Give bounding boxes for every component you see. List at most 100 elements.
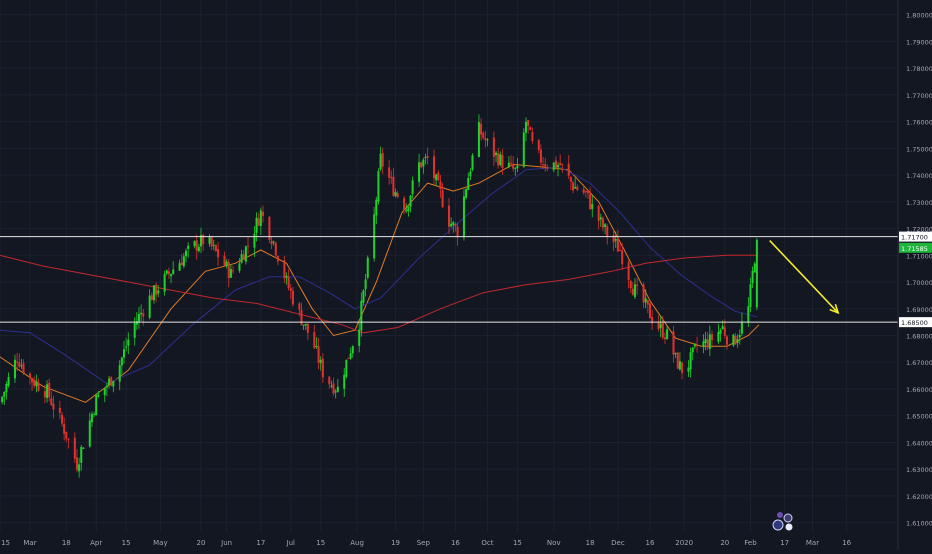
y-tick-label: 1.79000	[906, 38, 932, 46]
y-tick-label: 1.73000	[906, 199, 932, 207]
x-tick-label: Oct	[481, 539, 493, 547]
candle-body	[509, 162, 513, 164]
candle-body	[182, 256, 185, 267]
candle-body	[274, 242, 277, 256]
event-icon[interactable]	[772, 519, 784, 531]
candle-body	[46, 384, 49, 398]
candle-body	[199, 235, 202, 247]
price-badges: 1.71700 1.68500 1.71585	[899, 231, 932, 328]
candle-body	[586, 191, 589, 194]
candle-body	[552, 162, 555, 171]
candle-body	[50, 398, 53, 405]
y-tick-label: 1.72000	[906, 226, 932, 234]
event-icon[interactable]	[785, 523, 793, 531]
candle-body	[687, 367, 690, 372]
candle-body	[317, 346, 320, 363]
candle-body	[719, 330, 722, 334]
candle-body	[676, 352, 679, 369]
candle-body	[567, 163, 570, 176]
candle-body	[614, 238, 617, 241]
candle-body	[73, 437, 76, 459]
candle-body	[108, 378, 111, 386]
candle-body	[261, 211, 265, 216]
candle-body	[22, 363, 25, 373]
candle-body	[31, 378, 34, 383]
candle-body	[163, 274, 166, 292]
candle-body	[542, 164, 545, 166]
candle-body	[180, 262, 183, 266]
arrow-shaft[interactable]	[769, 240, 839, 314]
event-icon[interactable]	[783, 513, 793, 523]
candle-body	[597, 205, 600, 221]
candle-body	[657, 321, 660, 330]
candle-body	[5, 383, 8, 393]
candle-body	[659, 323, 662, 329]
candle-body	[736, 339, 739, 343]
candle-body	[289, 288, 292, 291]
candle-body	[477, 122, 480, 157]
x-tick-label: 18	[62, 539, 71, 547]
candle-body	[3, 391, 6, 397]
candle-body	[63, 423, 66, 434]
x-tick-label: 16	[842, 539, 851, 547]
candle-body	[708, 334, 711, 349]
candle-body	[751, 270, 754, 284]
candle-body	[90, 414, 93, 423]
x-tick-label: 19	[391, 539, 400, 547]
candle-body	[75, 457, 78, 470]
candle-body	[167, 271, 170, 275]
y-tick-label: 1.69000	[906, 306, 932, 314]
candle-body	[122, 349, 126, 358]
event-markers[interactable]	[772, 512, 793, 531]
x-tick-label: Jun	[220, 539, 232, 547]
y-tick-label: 1.66000	[906, 386, 932, 394]
candle-body	[313, 332, 316, 349]
candle-body	[93, 413, 96, 415]
candle-body	[672, 331, 675, 355]
candle-body	[497, 153, 500, 166]
event-icon[interactable]	[777, 512, 783, 518]
candle-body	[202, 234, 205, 245]
candle-body	[110, 377, 113, 386]
candle-body	[696, 345, 699, 347]
price-axis[interactable]: 1.80000 1.79000 1.78000 1.77000 1.76000 1.750…	[906, 12, 932, 528]
candle-body	[178, 263, 181, 271]
horizontal-levels[interactable]	[0, 236, 898, 323]
arrow-head	[829, 303, 840, 315]
candle-body	[20, 365, 23, 367]
candle-body	[240, 254, 243, 263]
trend-arrow[interactable]	[769, 240, 840, 315]
candle-body	[749, 284, 752, 308]
candle-body	[452, 222, 455, 226]
candle-body	[125, 346, 128, 348]
candle-body	[437, 172, 440, 181]
candle-body	[636, 284, 639, 286]
candle-body	[67, 438, 70, 440]
candle-body	[227, 262, 230, 279]
candle-body	[514, 167, 517, 169]
candle-body	[351, 346, 354, 354]
candle-body	[499, 154, 502, 166]
candle-body	[155, 284, 158, 296]
candle-body	[187, 245, 190, 249]
candle-body	[78, 464, 81, 472]
candle-body	[58, 407, 61, 413]
candle-body	[411, 180, 414, 194]
time-axis[interactable]: 15 Mar 18 Apr 15 May 20 Jun 17 Jul 15 Aug 19 Sep 16 Oct…	[1, 539, 852, 547]
y-tick-label: 1.70000	[906, 279, 932, 287]
candle-body	[447, 205, 451, 227]
candle-body	[450, 223, 453, 227]
candle-body	[501, 154, 504, 168]
candle-body	[740, 321, 743, 334]
candle-body	[33, 380, 36, 386]
candle-body	[704, 338, 707, 344]
candle-body	[285, 275, 288, 278]
candle-body	[7, 377, 10, 386]
level-price-badge	[899, 317, 932, 328]
candle-body	[725, 336, 728, 345]
x-tick-label: Mar	[806, 539, 819, 547]
candle-body	[537, 139, 540, 151]
x-tick-label: 17	[256, 539, 265, 547]
